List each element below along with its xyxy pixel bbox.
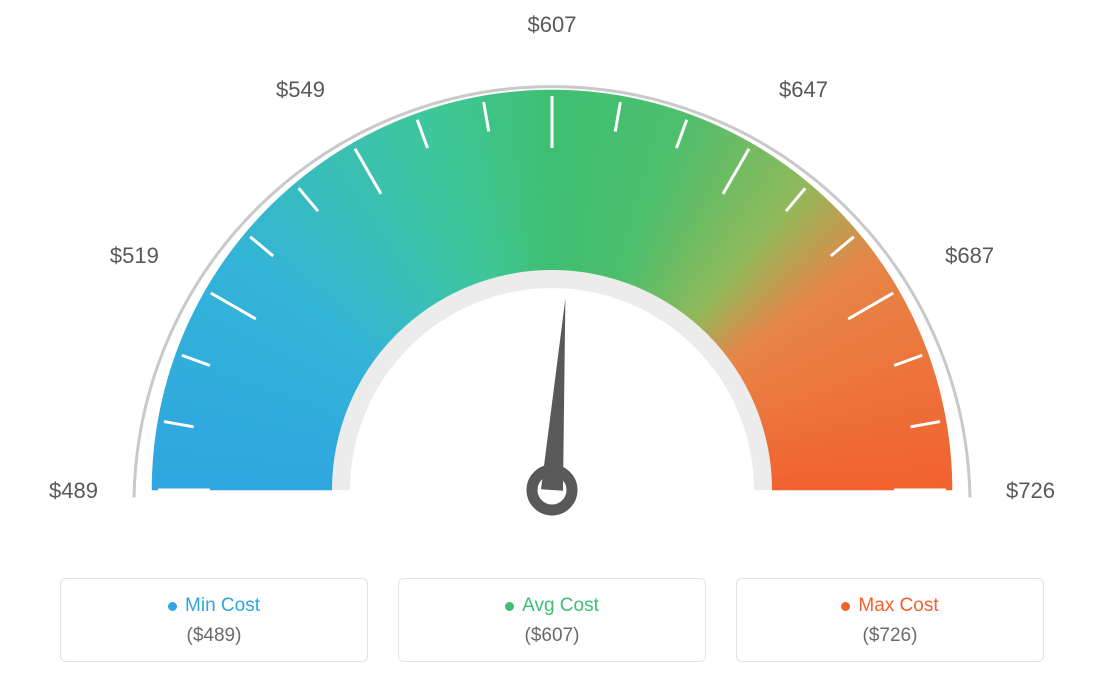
dot-icon [841, 602, 850, 611]
tick-label: $647 [779, 77, 828, 102]
legend-row: Min Cost ($489) Avg Cost ($607) Max Cost… [60, 578, 1044, 662]
legend-label: Avg Cost [522, 595, 599, 617]
legend-title-min: Min Cost [168, 595, 260, 617]
legend-card-avg: Avg Cost ($607) [398, 578, 706, 662]
legend-label: Max Cost [858, 595, 938, 617]
tick-label: $607 [528, 12, 577, 37]
gauge-svg: $489 $519 $549 $607 $647 $687 $726 [0, 0, 1104, 560]
dot-icon [168, 602, 177, 611]
tick-label: $489 [49, 478, 98, 503]
gauge-chart: $489 $519 $549 $607 $647 $687 $726 [0, 0, 1104, 560]
legend-value-max: ($726) [747, 625, 1033, 647]
legend-label: Min Cost [185, 595, 260, 617]
legend-card-max: Max Cost ($726) [736, 578, 1044, 662]
legend-value-min: ($489) [71, 625, 357, 647]
legend-title-avg: Avg Cost [505, 595, 599, 617]
legend-title-max: Max Cost [841, 595, 938, 617]
gauge-needle [541, 298, 565, 490]
tick-label: $519 [110, 243, 159, 268]
dot-icon [505, 602, 514, 611]
tick-label: $726 [1006, 478, 1055, 503]
tick-label: $687 [945, 243, 994, 268]
tick-label: $549 [276, 77, 325, 102]
legend-value-avg: ($607) [409, 625, 695, 647]
legend-card-min: Min Cost ($489) [60, 578, 368, 662]
